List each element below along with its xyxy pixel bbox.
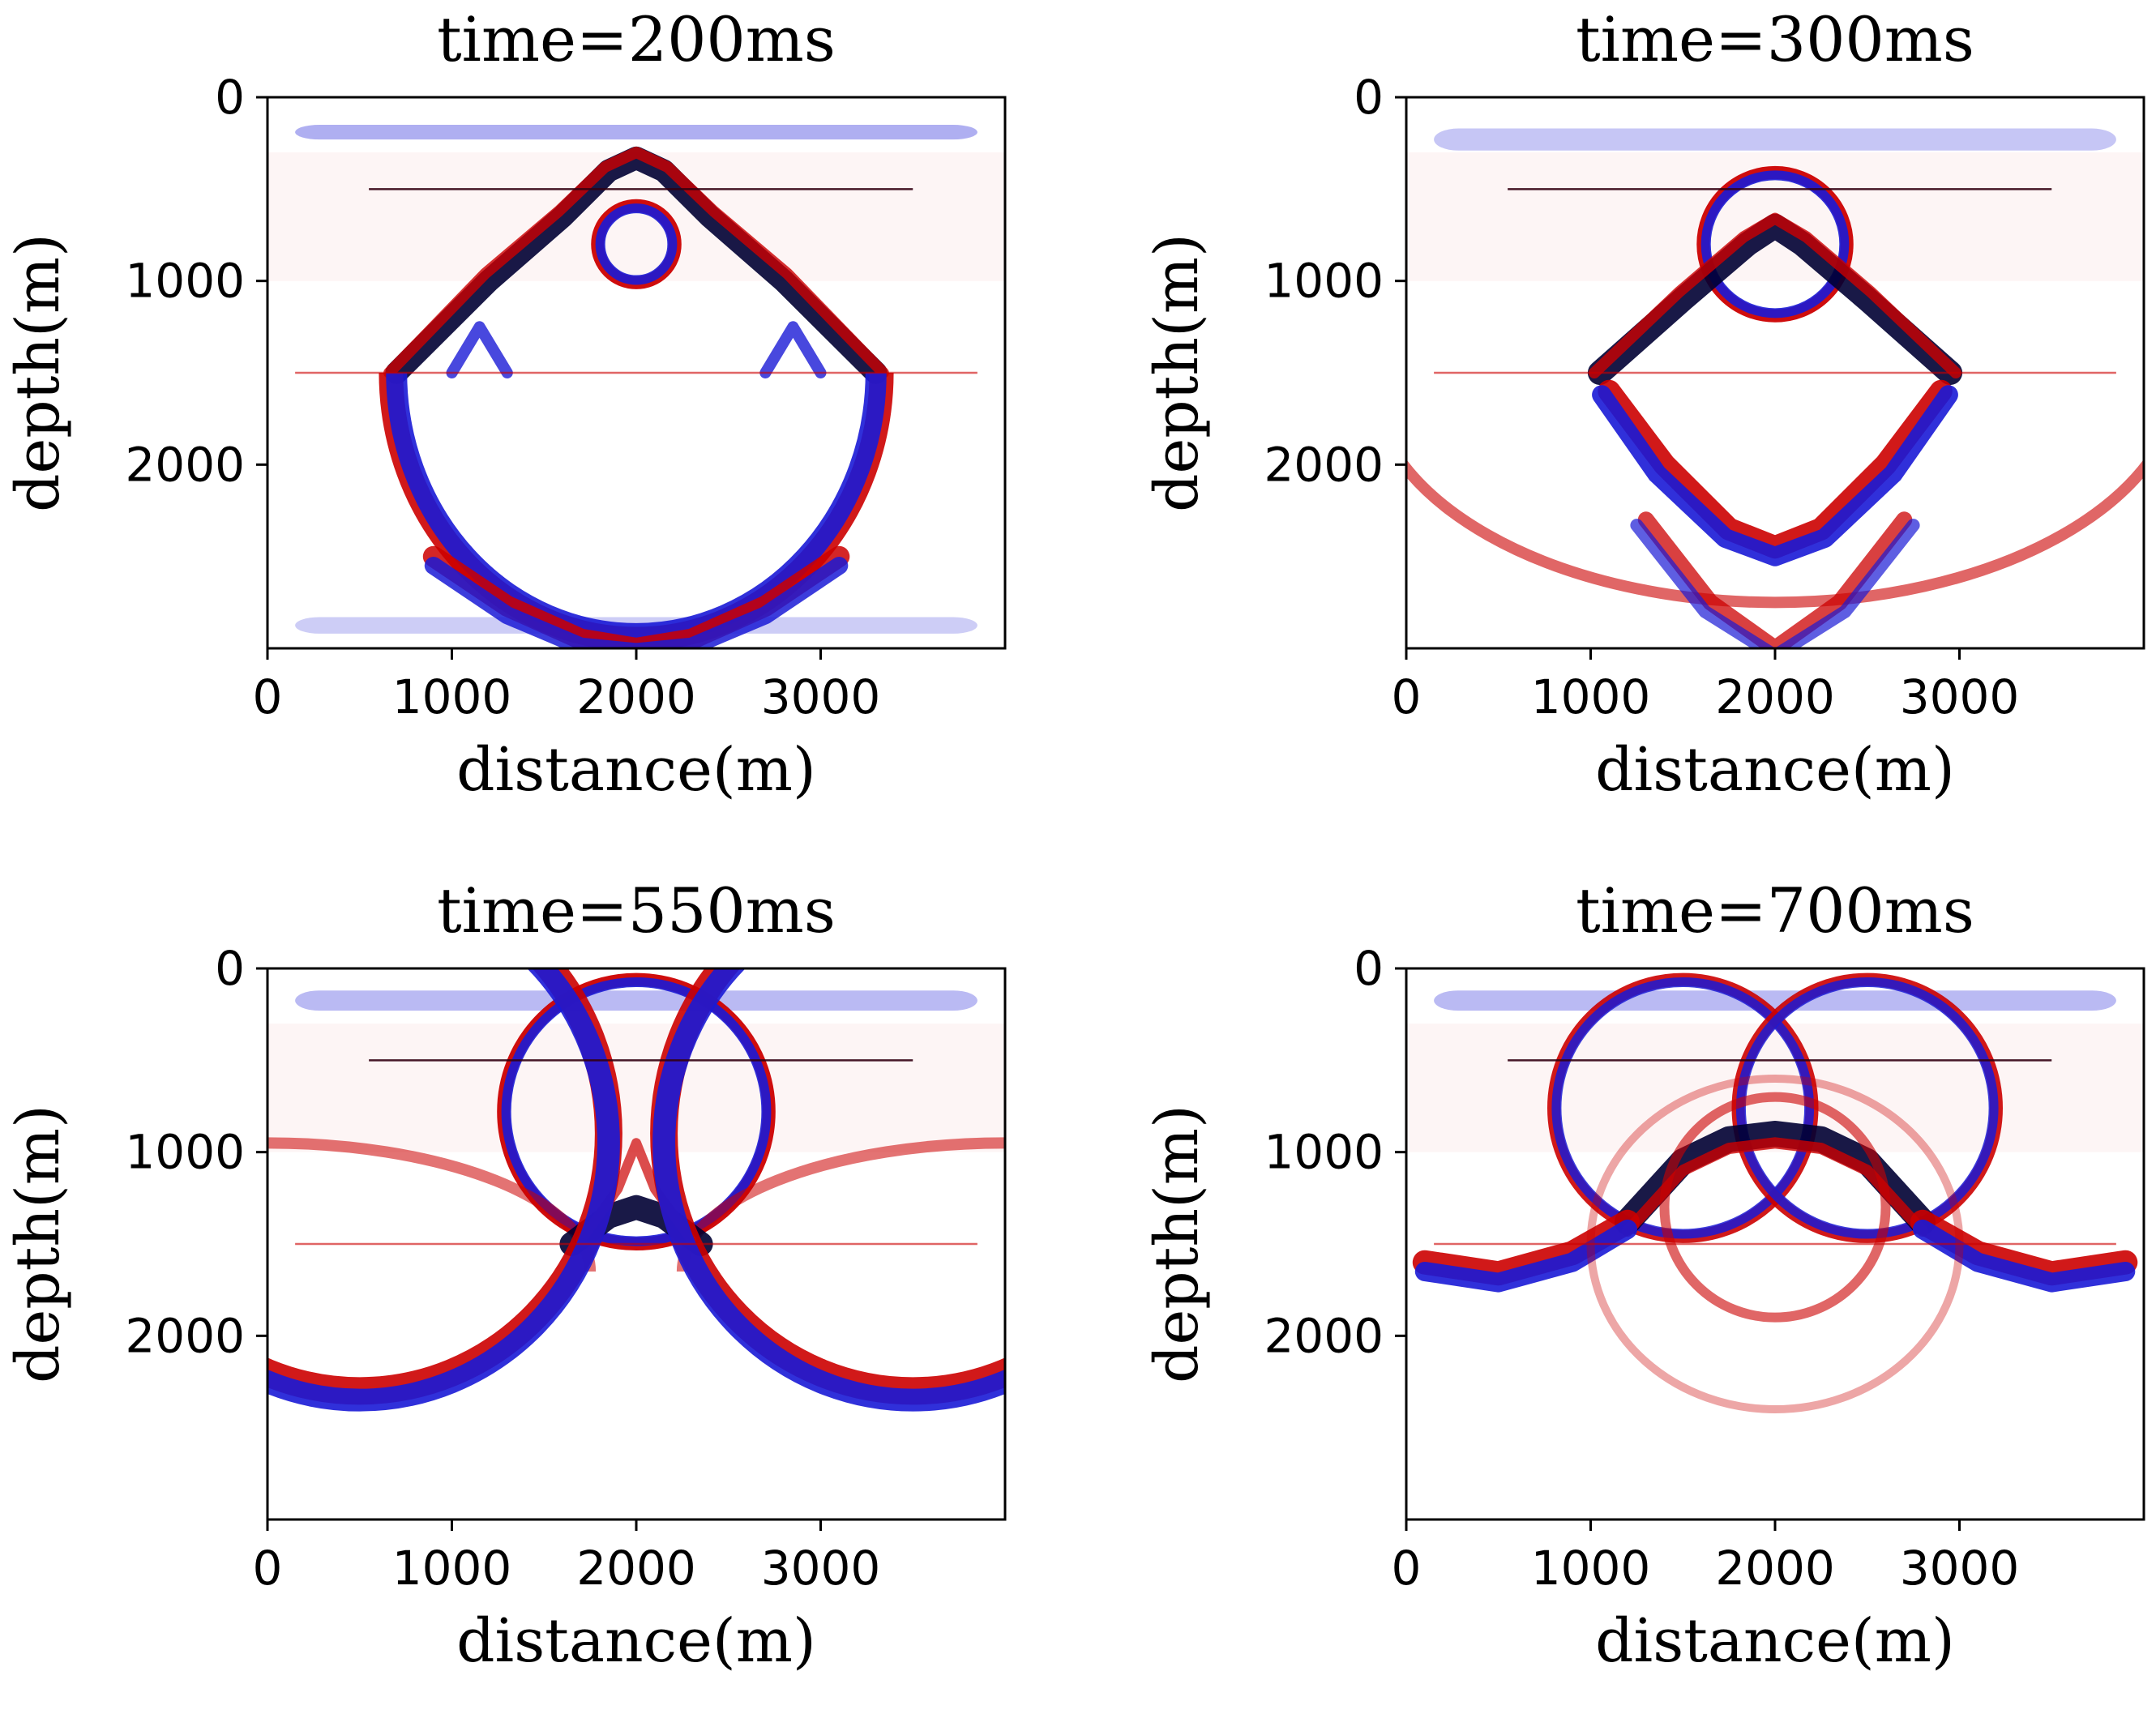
- x-axis-label: distance(m): [456, 735, 816, 805]
- y-tick-label: 2000: [1264, 1308, 1384, 1363]
- chart-title: time=200ms: [437, 3, 836, 75]
- y-axis-label: depth(m): [3, 1105, 73, 1383]
- chart-svg: time=300ms 0 1000 2000 3000 0 1000 2000 distance…: [1139, 0, 2156, 871]
- x-tick-label: 3000: [761, 1541, 881, 1596]
- y-tick-label: 0: [1354, 941, 1384, 996]
- chart-svg: time=700ms 0 1000 2000 3000 0 1000 2000 distance…: [1139, 871, 2156, 1710]
- chart-title: time=300ms: [1576, 3, 1974, 75]
- y-axis-label: depth(m): [1142, 1105, 1212, 1383]
- x-tick-label: 1000: [392, 669, 512, 724]
- x-tick-label: 2000: [576, 669, 696, 724]
- y-tick-label: 0: [215, 70, 245, 125]
- x-tick-label: 3000: [1900, 1541, 2020, 1596]
- y-tick-label: 0: [1354, 70, 1384, 125]
- x-tick-label: 0: [253, 669, 283, 724]
- x-axis-label: distance(m): [456, 1606, 816, 1676]
- x-tick-label: 3000: [761, 669, 881, 724]
- chart-title: time=550ms: [437, 874, 836, 947]
- x-tick-label: 1000: [392, 1541, 512, 1596]
- panel-time-300ms: time=300ms 0 1000 2000 3000 0 1000 2000 distance…: [1139, 0, 2156, 875]
- y-tick-label: 2000: [125, 437, 245, 492]
- x-axis-label: distance(m): [1595, 1606, 1955, 1676]
- background-tint: [267, 1024, 1005, 1152]
- x-tick-label: 2000: [1715, 1541, 1835, 1596]
- wavefront-0: [1434, 990, 2116, 1011]
- y-axis-label: depth(m): [3, 233, 73, 512]
- x-tick-label: 0: [1392, 1541, 1422, 1596]
- wavefront-0: [295, 125, 977, 139]
- panel-time-550ms: time=550ms 0 1000 2000 3000 0 1000 2000 distance…: [0, 871, 1017, 1714]
- chart-svg: time=550ms 0 1000 2000 3000 0 1000 2000 distance…: [0, 871, 1017, 1710]
- x-tick-label: 0: [253, 1541, 283, 1596]
- x-tick-label: 2000: [1715, 669, 1835, 724]
- y-tick-label: 1000: [125, 1125, 245, 1180]
- x-axis-label: distance(m): [1595, 735, 1955, 805]
- y-axis-label: depth(m): [1142, 233, 1212, 512]
- x-tick-label: 0: [1392, 669, 1422, 724]
- y-tick-label: 1000: [125, 254, 245, 309]
- panel-time-200ms: time=200ms 0 1000 2000 3000 0 1000 2000 distance…: [0, 0, 1017, 875]
- chart-svg: time=200ms 0 1000 2000 3000 0 1000 2000 distance…: [0, 0, 1017, 871]
- y-tick-label: 2000: [125, 1308, 245, 1363]
- y-tick-label: 1000: [1264, 1125, 1384, 1180]
- x-tick-label: 2000: [576, 1541, 696, 1596]
- wavefront-0: [1434, 129, 2116, 151]
- background-tint: [267, 152, 1005, 281]
- x-tick-label: 1000: [1531, 669, 1651, 724]
- y-tick-label: 0: [215, 941, 245, 996]
- wavefront-0: [295, 990, 977, 1011]
- panel-time-700ms: time=700ms 0 1000 2000 3000 0 1000 2000 distance…: [1139, 871, 2156, 1714]
- x-tick-label: 1000: [1531, 1541, 1651, 1596]
- x-tick-label: 3000: [1900, 669, 2020, 724]
- y-tick-label: 2000: [1264, 437, 1384, 492]
- y-tick-label: 1000: [1264, 254, 1384, 309]
- chart-title: time=700ms: [1576, 874, 1974, 947]
